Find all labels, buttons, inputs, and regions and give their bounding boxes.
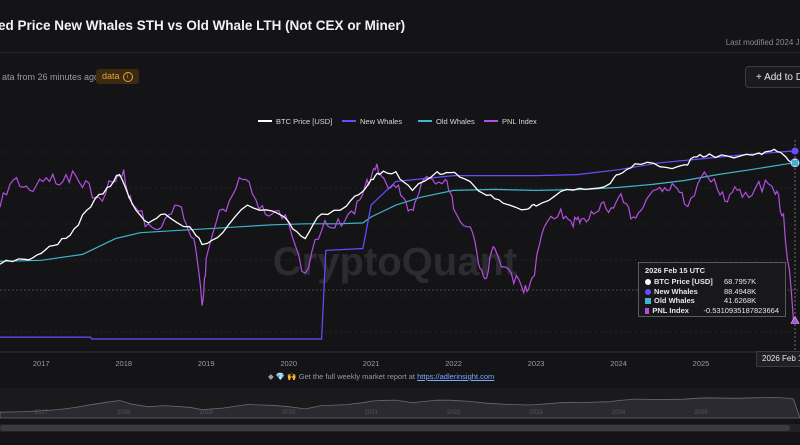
- x-tick-label: 2021: [363, 359, 380, 368]
- tooltip-row: BTC Price [USD] 68.7957K: [645, 277, 779, 287]
- legend-label: BTC Price [USD]: [276, 117, 332, 126]
- tooltip: 2026 Feb 15 UTC BTC Price [USD] 68.7957K N…: [638, 262, 786, 317]
- add-to-dashboard-button[interactable]: + Add to D: [745, 66, 800, 88]
- info-icon: i: [122, 71, 133, 82]
- tooltip-series-name: PNL Index: [652, 305, 689, 315]
- x-tick-label: 2025: [693, 359, 710, 368]
- tooltip-swatch: [645, 307, 650, 314]
- tooltip-series-value: -0.5310935187823664: [703, 305, 780, 315]
- x-tick-label: 2022: [445, 359, 462, 368]
- x-tick-label: 2024: [610, 359, 627, 368]
- new-whales-marker: [791, 147, 799, 155]
- tooltip-series-value: 68.7957K: [724, 277, 757, 286]
- tooltip-series-name: New Whales: [654, 286, 698, 296]
- promo-link[interactable]: https://adlerinsight.com: [417, 372, 495, 381]
- legend-label: PNL Index: [502, 117, 537, 126]
- navigator-tick: 2019: [200, 410, 214, 416]
- navigator-tick: 2023: [529, 410, 543, 416]
- navigator-tick: 2022: [447, 410, 461, 416]
- promo-text: Get the full weekly market report at: [298, 372, 416, 381]
- tooltip-swatch: [645, 279, 651, 285]
- promo-bar: ◆ 💎 🙌 Get the full weekly market report …: [268, 372, 494, 381]
- tooltip-series-name: Old Whales: [654, 296, 695, 305]
- navigator-tick: 2024: [612, 410, 626, 416]
- tooltip-date: 2026 Feb 15 UTC: [645, 266, 706, 275]
- data-badge[interactable]: data i: [96, 69, 139, 84]
- btc-price-usd-line: [0, 148, 794, 265]
- scrollbar-thumb[interactable]: [0, 425, 790, 431]
- x-axis: 2017 2018 2019 2020 2021 2022 2023 2024 2025: [33, 359, 709, 368]
- navigator-tick: 2018: [117, 410, 131, 416]
- tooltip-swatch: [645, 288, 651, 295]
- pnl-index-marker: [790, 315, 800, 324]
- x-tick-label: 2017: [33, 359, 50, 368]
- tooltip-series-name: BTC Price [USD]: [654, 277, 713, 286]
- navigator-tick: 2021: [364, 410, 378, 416]
- tooltip-swatch: [645, 298, 651, 304]
- data-badge-label: data: [102, 71, 120, 81]
- legend-label: Old Whales: [436, 117, 475, 126]
- x-tick-label: 2020: [280, 359, 297, 368]
- navigator-series: [0, 396, 800, 419]
- page-title: ed Price New Whales STH vs Old Whale LTH…: [0, 18, 406, 33]
- tooltip-row: PNL Index -0.5310935187823664: [645, 306, 779, 316]
- pnl-index-line: [0, 163, 794, 321]
- data-freshness: ata from 26 minutes ago: [2, 72, 100, 82]
- navigator-tick: 2020: [282, 410, 296, 416]
- x-tick-label: 2019: [198, 359, 215, 368]
- tooltip-row: New Whales 88.4948K: [645, 287, 779, 297]
- navigator-tick: 2025: [694, 410, 708, 416]
- hover-markers: [790, 147, 800, 324]
- x-tick-label: 2018: [115, 359, 132, 368]
- promo-icons: ◆ 💎 🙌: [268, 372, 297, 381]
- tooltip-series-value: 88.4948K: [724, 286, 757, 296]
- series-layer: [0, 148, 794, 340]
- old-whales-line: [0, 162, 794, 262]
- header-divider: [0, 52, 800, 53]
- old-whales-marker: [792, 159, 798, 166]
- legend: BTC Price [USD] New Whales Old Whales PNL I…: [258, 117, 537, 126]
- tooltip-row: Old Whales 41.6268K: [645, 296, 779, 306]
- legend-label: New Whales: [360, 117, 402, 126]
- hover-date-label: 2026 Feb 15: [756, 351, 800, 367]
- tooltip-series-value: 41.6268K: [724, 296, 757, 305]
- new-whales-line: [0, 150, 794, 340]
- navigator-tick: 2017: [35, 410, 49, 416]
- x-tick-label: 2023: [528, 359, 545, 368]
- navigator[interactable]: 2017 2018 2019 2020 2021 2022 2023 2024 2025: [0, 388, 800, 432]
- last-modified: Last modified 2024 Ju: [725, 38, 800, 47]
